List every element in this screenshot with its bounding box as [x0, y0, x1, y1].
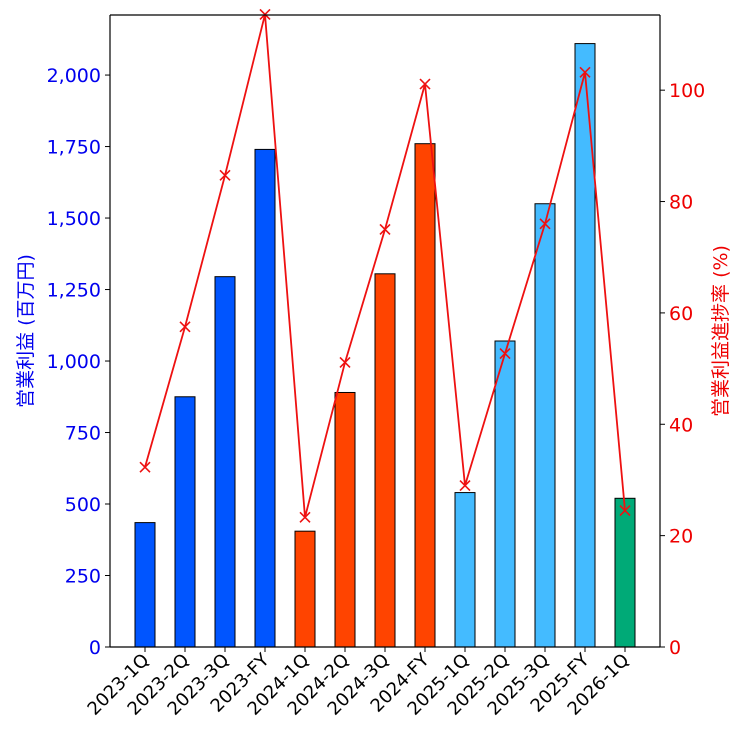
- progress-rate-series: [139, 8, 631, 523]
- progress-rate-point-2025-3Q: [539, 218, 551, 230]
- right-axis-ticks: 0 20 40 60 80 100: [660, 80, 705, 659]
- marker-stroke: [339, 356, 351, 369]
- progress-rate-point-2025-1Q: [459, 479, 471, 492]
- bar-2025-1Q: [454, 492, 476, 648]
- bar-2024-1Q: [294, 530, 316, 648]
- right-tick-label: 60: [669, 303, 693, 325]
- marker-stroke: [379, 223, 391, 235]
- x-axis-ticks: 2023-1Q2023-2Q2023-3Q2023-FY2024-1Q2024-…: [84, 647, 634, 720]
- marker-stroke: [579, 66, 591, 78]
- progress-rate-point-2025-FY: [579, 66, 591, 78]
- left-tick-label: 750: [65, 423, 101, 445]
- marker-stroke: [219, 169, 231, 181]
- bar-2024-3Q: [374, 273, 396, 648]
- progress-rate-point-2024-2Q: [339, 356, 351, 369]
- bar-2023-3Q: [214, 276, 236, 648]
- marker-stroke: [299, 511, 311, 523]
- right-tick-label: 100: [669, 80, 705, 102]
- left-tick-label: 1,250: [47, 280, 101, 302]
- marker-stroke: [179, 321, 191, 333]
- bar-2026-1Q: [614, 497, 636, 648]
- left-tick-label: 1,500: [47, 208, 101, 230]
- marker-stroke: [459, 479, 471, 492]
- bar-2024-FY: [414, 143, 436, 648]
- progress-rate-point-2024-FY: [419, 78, 431, 90]
- bar-2023-2Q: [174, 396, 196, 648]
- marker-stroke: [539, 218, 551, 230]
- left-tick-label: 0: [89, 637, 101, 659]
- right-tick-label: 20: [669, 526, 693, 548]
- left-tick-label: 2,000: [47, 65, 101, 87]
- left-axis-ticks: 0 250 500 750 1,000 1,250 1,500 1,750 2,000: [47, 65, 110, 659]
- progress-rate-point-2024-1Q: [299, 511, 311, 523]
- left-tick-label: 500: [65, 494, 101, 516]
- bar-2023-1Q: [134, 522, 156, 648]
- right-tick-label: 80: [669, 192, 693, 214]
- marker-stroke: [499, 347, 511, 360]
- bar-2024-2Q: [334, 391, 356, 648]
- right-tick-label: 40: [669, 414, 693, 436]
- bar-2025-2Q: [494, 340, 516, 648]
- bar-2023-FY: [254, 148, 276, 648]
- marker-stroke: [619, 505, 631, 517]
- marker-stroke: [419, 78, 431, 90]
- y-axis-label-right: 営業利益進捗率 (%): [710, 245, 732, 417]
- progress-rate-point-2023-2Q: [179, 321, 191, 333]
- marker-stroke: [139, 461, 151, 473]
- left-tick-label: 250: [65, 566, 101, 588]
- y-axis-label-left: 営業利益 (百万円): [15, 254, 37, 408]
- progress-rate-point-2023-1Q: [139, 461, 151, 473]
- left-tick-label: 1,750: [47, 137, 101, 159]
- progress-rate-point-2026-1Q: [619, 505, 631, 517]
- bar-2025-FY: [574, 43, 596, 648]
- bar-series: [134, 43, 636, 648]
- progress-rate-point-2023-3Q: [219, 169, 231, 181]
- progress-rate-point-2025-2Q: [499, 347, 511, 360]
- progress-rate-point-2024-3Q: [379, 223, 391, 235]
- left-tick-label: 1,000: [47, 351, 101, 373]
- bar-2025-3Q: [534, 203, 556, 648]
- right-tick-label: 0: [669, 637, 681, 659]
